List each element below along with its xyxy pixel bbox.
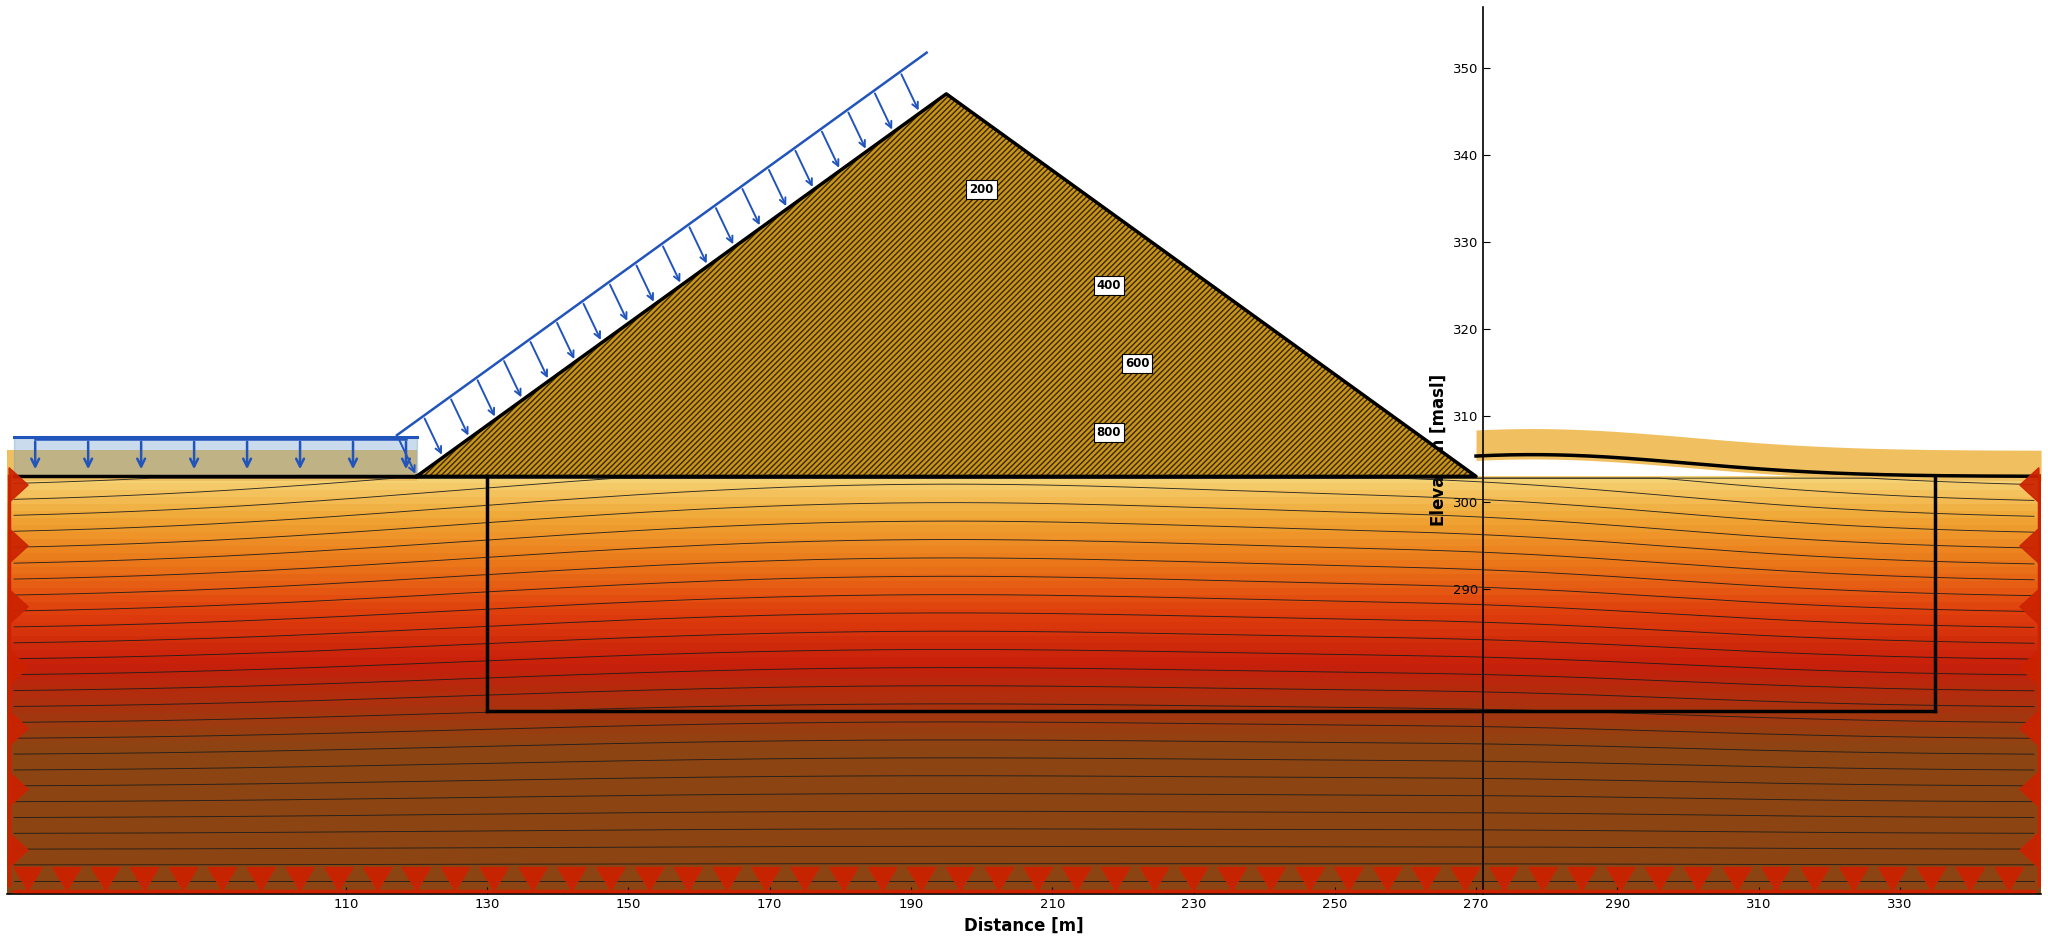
Polygon shape [907, 868, 936, 891]
Polygon shape [1956, 868, 1985, 891]
Polygon shape [2019, 833, 2040, 868]
Polygon shape [1102, 868, 1130, 891]
Text: 400: 400 [1096, 279, 1120, 292]
Polygon shape [440, 868, 469, 891]
Polygon shape [8, 528, 29, 563]
Polygon shape [2019, 467, 2040, 502]
Y-axis label: Elevation [masl]: Elevation [masl] [1430, 374, 1448, 527]
Polygon shape [416, 94, 1477, 477]
Polygon shape [53, 868, 82, 891]
Polygon shape [985, 868, 1014, 891]
Polygon shape [1452, 868, 1479, 891]
Polygon shape [287, 868, 313, 891]
Text: 800: 800 [1096, 427, 1120, 439]
Polygon shape [557, 868, 586, 891]
Polygon shape [1917, 868, 1946, 891]
Polygon shape [326, 868, 352, 891]
Polygon shape [518, 868, 547, 891]
Polygon shape [1335, 868, 1364, 891]
Polygon shape [8, 771, 29, 806]
Polygon shape [248, 868, 274, 891]
Polygon shape [1839, 868, 1868, 891]
Polygon shape [1995, 868, 2023, 891]
Polygon shape [1722, 868, 1751, 891]
Polygon shape [1645, 868, 1673, 891]
Polygon shape [14, 868, 43, 891]
Polygon shape [791, 868, 819, 891]
Polygon shape [8, 711, 29, 746]
Text: 600: 600 [1124, 357, 1149, 370]
Polygon shape [752, 868, 780, 891]
Polygon shape [92, 868, 121, 891]
Polygon shape [1800, 868, 1829, 891]
Polygon shape [868, 868, 897, 891]
Polygon shape [1761, 868, 1790, 891]
Polygon shape [8, 833, 29, 868]
Polygon shape [1374, 868, 1403, 891]
Polygon shape [2019, 590, 2040, 625]
Polygon shape [2019, 528, 2040, 563]
Polygon shape [1024, 868, 1053, 891]
Polygon shape [829, 868, 858, 891]
Polygon shape [8, 650, 29, 685]
Polygon shape [713, 868, 741, 891]
Polygon shape [209, 868, 236, 891]
Polygon shape [1141, 868, 1169, 891]
Polygon shape [1608, 868, 1634, 891]
Polygon shape [1296, 868, 1325, 891]
Polygon shape [1683, 868, 1712, 891]
Polygon shape [674, 868, 702, 891]
Polygon shape [131, 868, 160, 891]
Polygon shape [596, 868, 625, 891]
Polygon shape [2019, 650, 2040, 685]
Polygon shape [1491, 868, 1518, 891]
Polygon shape [479, 868, 508, 891]
Polygon shape [1413, 868, 1440, 891]
Polygon shape [365, 868, 391, 891]
Polygon shape [1180, 868, 1208, 891]
Polygon shape [1219, 868, 1247, 891]
Polygon shape [8, 590, 29, 625]
Polygon shape [2019, 771, 2040, 806]
X-axis label: Distance [m]: Distance [m] [965, 918, 1083, 935]
Polygon shape [2019, 711, 2040, 746]
Polygon shape [946, 868, 975, 891]
Polygon shape [1257, 868, 1286, 891]
Polygon shape [1063, 868, 1092, 891]
Text: 200: 200 [969, 183, 993, 196]
Polygon shape [1569, 868, 1595, 891]
Polygon shape [635, 868, 664, 891]
Polygon shape [1878, 868, 1907, 891]
Polygon shape [170, 868, 199, 891]
Polygon shape [403, 868, 430, 891]
Polygon shape [8, 467, 29, 502]
Polygon shape [1530, 868, 1556, 891]
